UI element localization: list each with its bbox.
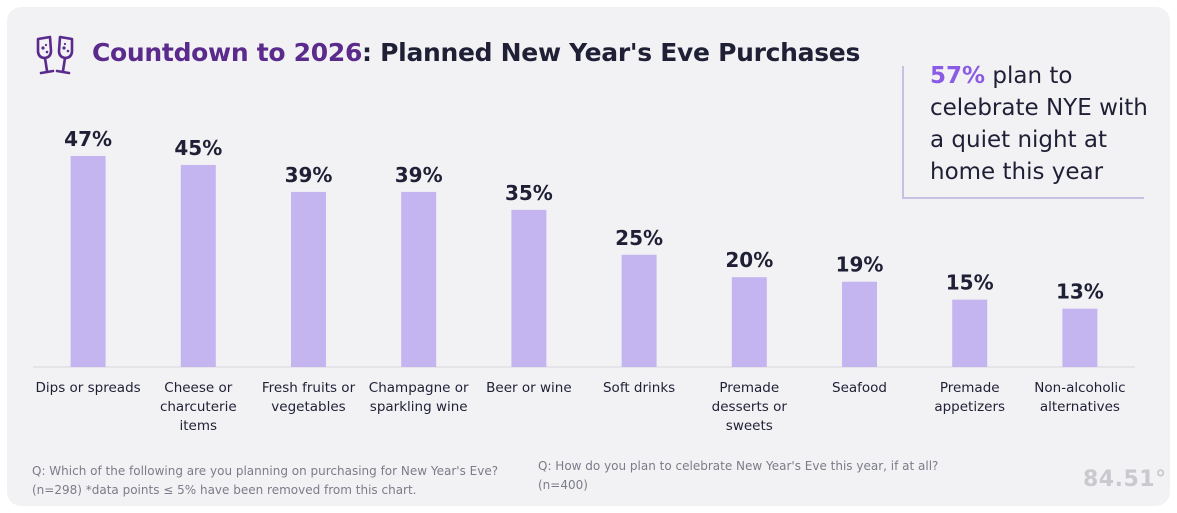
data-label: 45% xyxy=(174,136,222,160)
data-label: 13% xyxy=(1056,280,1104,304)
champagne-glasses-icon xyxy=(36,35,74,75)
category-label: Seafood xyxy=(832,380,887,396)
category-label: Cheese or charcuterie items xyxy=(160,380,237,434)
title-year: Countdown to 2026 xyxy=(92,38,363,67)
category-label: Dips or spreads xyxy=(36,380,141,396)
data-label: 39% xyxy=(285,163,333,187)
bar xyxy=(621,254,657,367)
bar xyxy=(70,155,106,367)
bar xyxy=(511,209,547,367)
category-label: Beer or wine xyxy=(486,380,571,396)
callout-text: 57% plan to celebrate NYE with a quiet n… xyxy=(930,60,1150,188)
bar xyxy=(1062,308,1098,367)
brand-logo: 84.51° xyxy=(1083,467,1167,492)
data-label: 47% xyxy=(64,127,112,151)
callout-percent: 57% xyxy=(930,63,986,89)
footnote-right: Q: How do you plan to celebrate New Year… xyxy=(538,459,939,492)
callout-box xyxy=(902,66,1144,199)
data-label: 35% xyxy=(505,181,553,205)
bar xyxy=(731,277,767,367)
title-rest: : Planned New Year's Eve Purchases xyxy=(362,38,861,67)
bar xyxy=(291,191,326,367)
category-label: Fresh fruits or vegetables xyxy=(262,380,356,415)
data-label: 25% xyxy=(615,226,663,250)
data-label: 19% xyxy=(836,253,884,277)
chart-title: Countdown to 2026: Planned New Year's Ev… xyxy=(92,38,860,67)
bar xyxy=(842,281,877,367)
footnote-left: Q: Which of the following are you planni… xyxy=(32,464,499,497)
category-label: Premade desserts or sweets xyxy=(712,380,788,434)
data-label: 20% xyxy=(725,248,773,272)
bar xyxy=(952,299,988,367)
category-label: Soft drinks xyxy=(603,380,675,396)
data-label: 39% xyxy=(395,163,443,187)
bar xyxy=(401,191,437,367)
data-label: 15% xyxy=(946,271,994,295)
category-label: Premade appetizers xyxy=(934,380,1005,415)
bar xyxy=(180,164,216,367)
category-label: Champagne or sparkling wine xyxy=(369,380,469,415)
callout-statement: plan to celebrate NYE with a quiet night… xyxy=(930,63,1148,185)
category-label: Non-alcoholic alternatives xyxy=(1034,380,1125,415)
